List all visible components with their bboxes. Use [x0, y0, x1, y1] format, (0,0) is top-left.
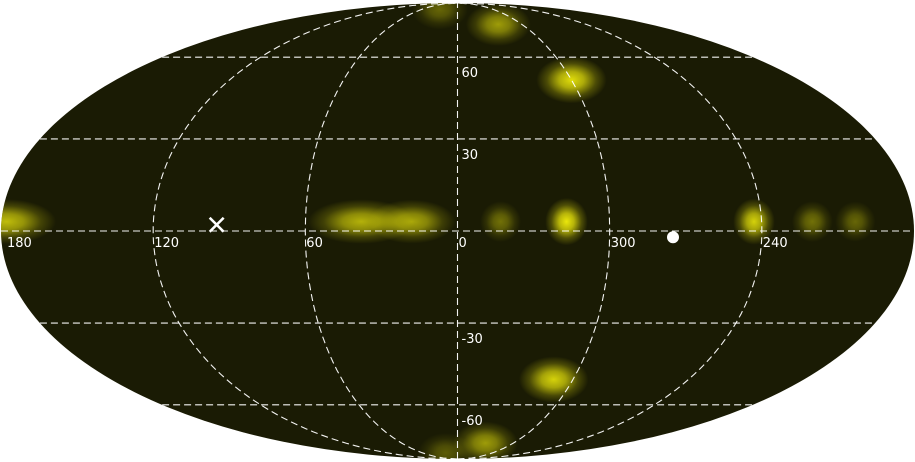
- intensity-blob: [1, 199, 56, 245]
- longitude-label: 0: [459, 236, 467, 251]
- intensity-blob: [545, 197, 588, 246]
- grid-labels: 180 120 60 0 300 240 60 30 -30 -60: [7, 66, 788, 429]
- intensity-blob: [733, 198, 775, 245]
- coordinate-grid: [1, 3, 914, 459]
- latitude-label: -60: [462, 414, 483, 429]
- intensity-blob: [368, 199, 456, 244]
- intensity-blob: [418, 432, 474, 459]
- cross-stroke: [208, 216, 225, 233]
- intensity-blob: [835, 201, 876, 242]
- dot-marker: [667, 231, 679, 244]
- intensity-blob: [791, 201, 833, 243]
- intensity-blob: [411, 3, 468, 30]
- longitude-label: 300: [611, 236, 636, 251]
- intensity-blob: [465, 3, 531, 46]
- meridian-line: [304, 3, 458, 459]
- latitude-label: 30: [462, 148, 479, 163]
- latitude-label: 60: [462, 66, 479, 81]
- longitude-label: 60: [306, 236, 323, 251]
- latitude-label: -30: [462, 332, 483, 347]
- intensity-blob: [519, 356, 589, 403]
- longitude-label: 240: [763, 236, 788, 251]
- longitude-label: 120: [154, 236, 179, 251]
- markers: [208, 216, 679, 244]
- intensity-blob: [480, 201, 521, 243]
- intensity-blob: [536, 56, 607, 104]
- meridian-line: [152, 3, 458, 459]
- longitude-label: 180: [7, 236, 32, 251]
- cross-marker: [208, 216, 225, 233]
- intensity-layer: [1, 3, 876, 459]
